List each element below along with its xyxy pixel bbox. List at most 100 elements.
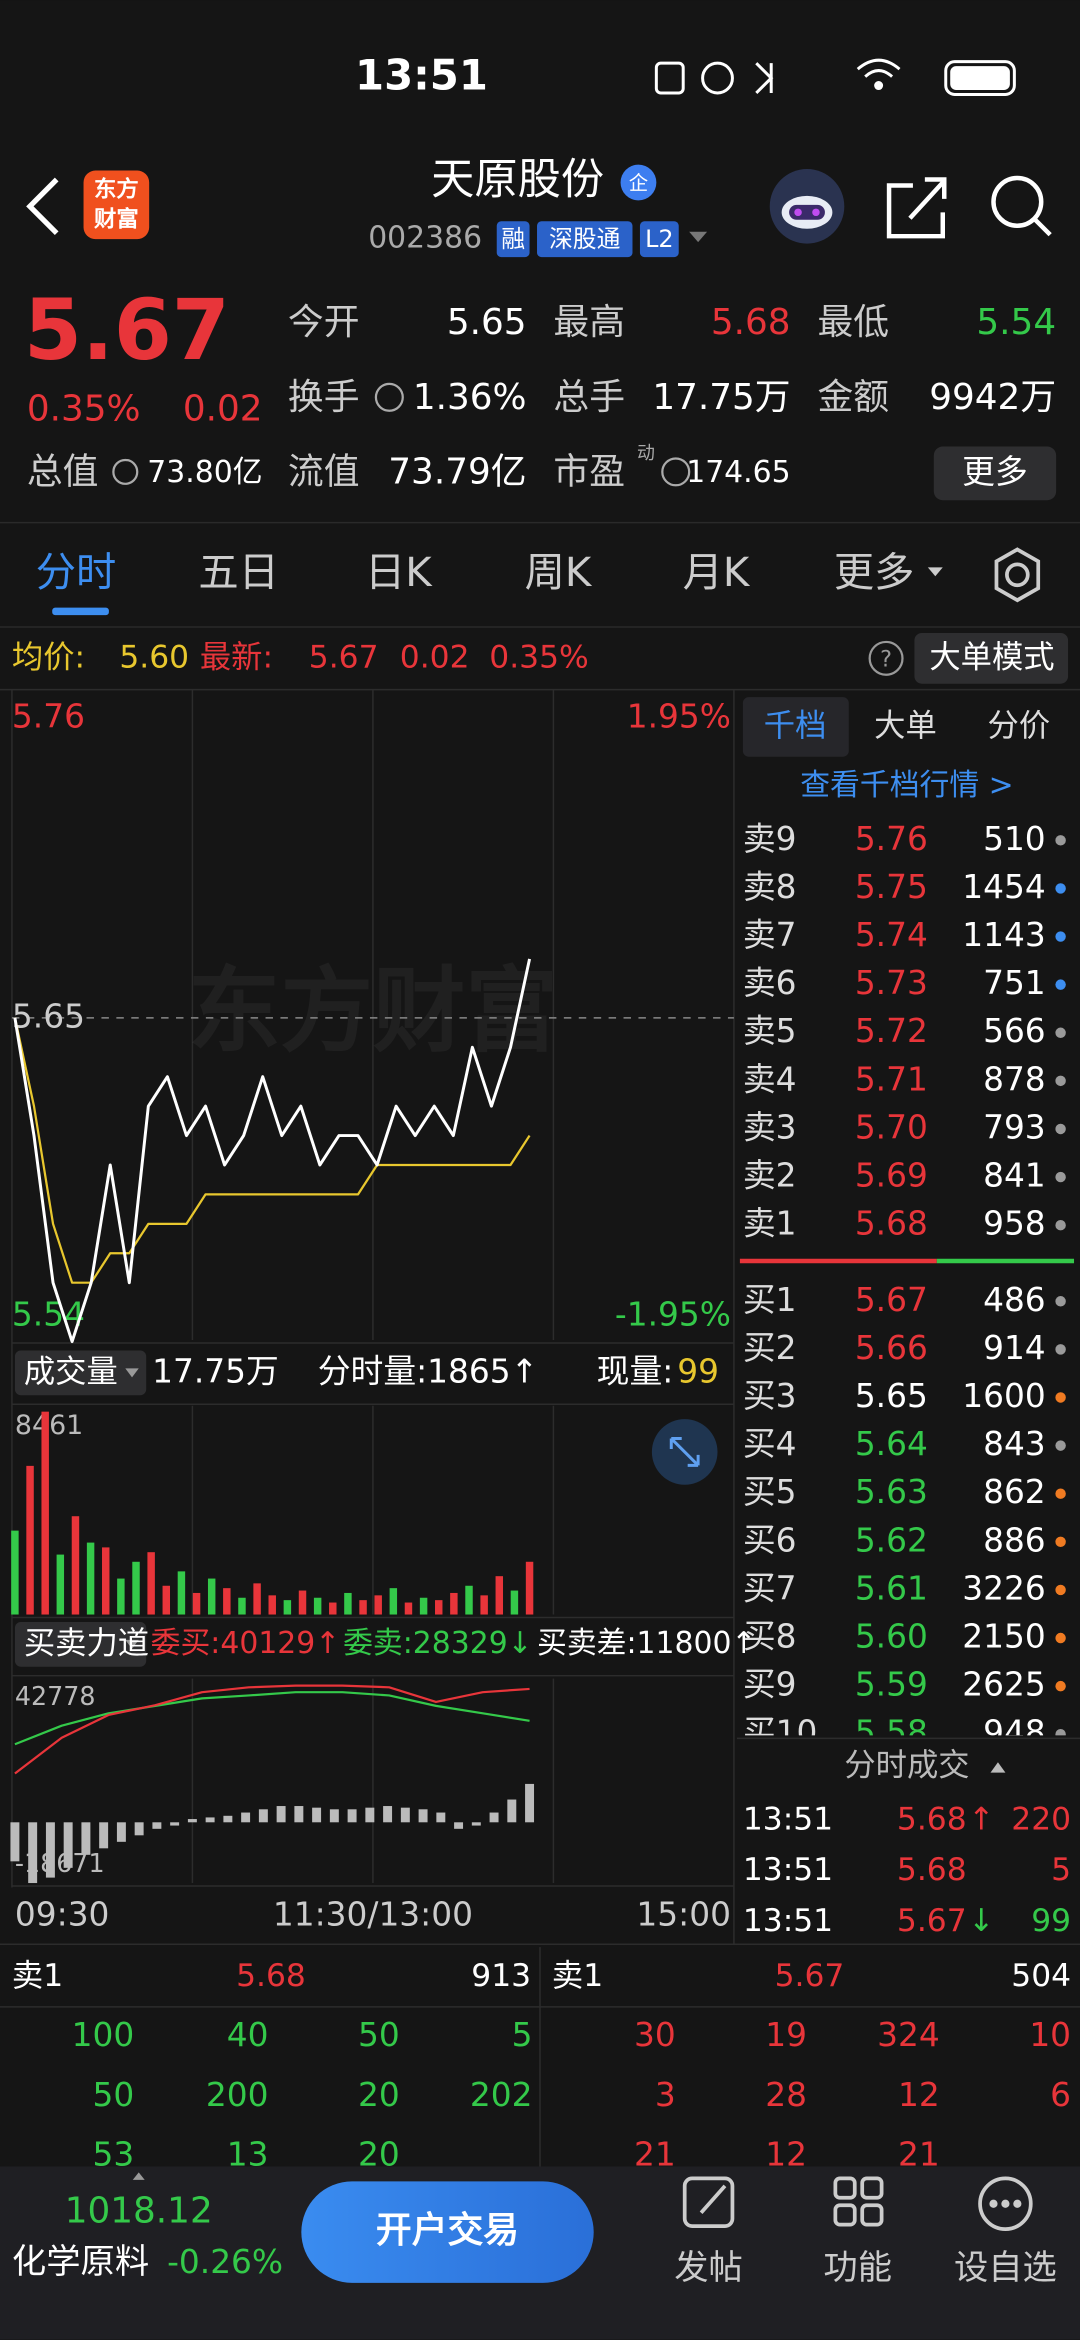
diff-strength: 买卖差:11800↑	[537, 1626, 756, 1661]
book-tab[interactable]: 分价	[988, 708, 1051, 744]
book-dot	[1055, 1392, 1066, 1403]
book-tab[interactable]: 千档	[764, 708, 827, 744]
book-level: 买5	[743, 1473, 797, 1511]
tab[interactable]: 月K	[683, 550, 751, 596]
back-button[interactable]	[26, 177, 59, 236]
queue-order: 19	[765, 2016, 807, 2054]
book-price: 5.67	[855, 1281, 928, 1319]
trade-button[interactable]	[301, 2181, 594, 2283]
volume-menu[interactable]	[14, 1350, 147, 1396]
diff-bar	[418, 1809, 428, 1823]
settings-button[interactable]	[994, 547, 1041, 603]
book-level: 买4	[743, 1425, 797, 1463]
book-level: 卖4	[743, 1060, 797, 1098]
sort-arrow[interactable]	[990, 1762, 1006, 1773]
volume-bar	[253, 1583, 261, 1615]
book-volume: 793	[983, 1108, 1046, 1146]
queue-order: 20	[358, 2136, 400, 2174]
more-button[interactable]	[933, 446, 1057, 501]
book-volume: 751	[983, 964, 1046, 1002]
y-max-label: 5.76	[12, 698, 85, 736]
help[interactable]: ?	[880, 646, 892, 672]
trade-button-label[interactable]: 开户交易	[376, 2209, 519, 2251]
info-avg: 5.60	[119, 639, 189, 675]
share-button[interactable]	[886, 177, 947, 239]
average-line	[13, 1017, 531, 1284]
nav-label[interactable]: 功能	[823, 2248, 892, 2288]
strength-menu-label[interactable]: 买卖力道	[24, 1625, 149, 1661]
book-price: 5.59	[855, 1666, 928, 1704]
trade-arrow: ↑	[968, 1801, 994, 1837]
volume-bar	[56, 1554, 65, 1615]
depth-link[interactable]: 查看千档行情 >	[800, 768, 1013, 803]
diff-bar	[45, 1822, 55, 1878]
more-button-label[interactable]: 更多	[962, 453, 1028, 491]
book-dot	[1055, 1344, 1066, 1355]
tab[interactable]: 周K	[525, 550, 593, 596]
search-button[interactable]	[991, 175, 1052, 237]
book-volume: 566	[983, 1012, 1046, 1050]
app-logo[interactable]	[83, 170, 150, 240]
book-level: 买1	[743, 1281, 797, 1319]
diff-bar	[258, 1809, 268, 1823]
book-level: 卖1	[743, 1205, 797, 1243]
info-icon[interactable]	[661, 457, 691, 487]
volume-bar	[374, 1595, 382, 1615]
dropdown-arrow[interactable]	[927, 567, 943, 577]
expand-arrow[interactable]	[132, 2172, 145, 2180]
book-volume: 2150	[962, 1618, 1045, 1656]
assistant-avatar[interactable]	[769, 169, 845, 244]
book-dot	[1055, 1729, 1066, 1736]
help-icon[interactable]	[868, 640, 904, 676]
info-icon[interactable]	[112, 458, 139, 485]
volume-menu-label[interactable]: 成交量	[24, 1354, 118, 1390]
ask-strength: 委卖:28329↓	[343, 1626, 533, 1661]
minute-volume: 分时量:1865↑	[318, 1352, 538, 1390]
status-time: 13:51	[355, 51, 488, 100]
tab[interactable]: 日K	[365, 550, 433, 596]
queue-order: 324	[877, 2016, 940, 2054]
ask-line	[14, 1691, 530, 1746]
stock-name: 天原股份	[431, 155, 604, 205]
book-dot	[1055, 1440, 1066, 1451]
mode-button[interactable]	[914, 632, 1069, 684]
expand-button[interactable]	[651, 1419, 718, 1485]
volume-bar	[41, 1411, 49, 1615]
change-pct: 0.35%	[27, 389, 141, 430]
tab[interactable]: 更多	[834, 550, 915, 596]
nav-icons[interactable]	[682, 2176, 1033, 2231]
volume-bar	[450, 1592, 458, 1615]
volume-bar	[419, 1597, 428, 1615]
tab[interactable]: 五日	[198, 550, 279, 596]
mode-button-label[interactable]: 大单模式	[929, 639, 1054, 675]
queue-order: 100	[72, 2016, 135, 2054]
book-dot	[1055, 979, 1066, 990]
book-volume: 1600	[962, 1377, 1045, 1415]
book-tab[interactable]: 大单	[874, 708, 937, 744]
info-icon[interactable]	[374, 382, 404, 412]
volume-bar	[117, 1578, 125, 1615]
queue-order: 202	[470, 2076, 533, 2114]
diff-bar	[471, 1822, 481, 1826]
nav-label[interactable]: 设自选	[954, 2248, 1057, 2288]
book-price: 5.62	[855, 1521, 928, 1559]
bid-strength: 委买:40129↑	[151, 1626, 341, 1661]
diff-bar	[170, 1822, 180, 1826]
trade-price: 5.68	[897, 1801, 967, 1837]
queue-order: 12	[765, 2136, 807, 2174]
book-volume: 878	[983, 1060, 1046, 1098]
book-price: 5.65	[855, 1377, 928, 1415]
index-name: 化学原料	[12, 2242, 149, 2282]
nav-label[interactable]: 发帖	[674, 2248, 743, 2288]
book-level: 买9	[743, 1666, 797, 1704]
book-volume: 843	[983, 1425, 1046, 1463]
queue-label: 卖1	[12, 1958, 63, 1994]
queue-order: 200	[206, 2076, 269, 2114]
tab[interactable]: 分时	[36, 550, 117, 596]
pct-max-label: 1.95%	[627, 698, 731, 736]
strength-menu[interactable]	[14, 1621, 147, 1667]
book-level: 卖2	[743, 1157, 797, 1195]
book-level: 卖7	[743, 916, 797, 954]
book-volume: 2625	[962, 1666, 1045, 1704]
dropdown-arrow[interactable]	[689, 231, 708, 243]
